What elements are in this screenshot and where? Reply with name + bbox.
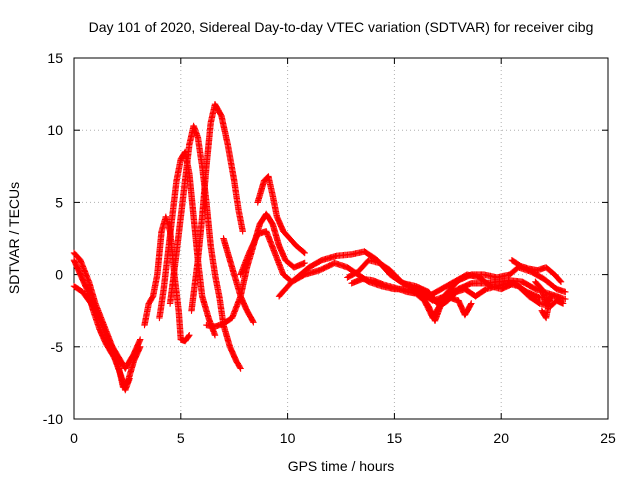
- plot-frame: [73, 57, 609, 420]
- x-tick-label: 5: [177, 430, 185, 446]
- series-markers: [532, 278, 554, 322]
- y-tick-label: 0: [55, 267, 63, 283]
- y-tick-label: -10: [43, 411, 63, 427]
- series-track-m: [344, 257, 569, 307]
- y-tick-label: 5: [55, 194, 63, 210]
- series-markers: [508, 257, 565, 285]
- series-track-q: [532, 278, 554, 322]
- series-track-p: [419, 293, 475, 324]
- series-markers: [70, 283, 144, 372]
- x-tick-label: 10: [280, 430, 296, 446]
- grid: [74, 58, 608, 419]
- x-tick-label: 20: [493, 430, 509, 446]
- y-tick-label: 15: [47, 50, 63, 66]
- series-markers: [419, 293, 475, 324]
- series-track-g: [188, 101, 246, 314]
- series-track-j: [254, 173, 308, 257]
- series-track-c: [70, 283, 144, 372]
- ticks: 0 5 10 15 20 25 -10 -5 0 5 10 15: [43, 50, 616, 446]
- series-markers: [344, 257, 569, 307]
- series-markers: [254, 173, 308, 257]
- chart-title: Day 101 of 2020, Sidereal Day-to-day VTE…: [89, 19, 594, 35]
- data-series: [70, 101, 569, 394]
- x-tick-label: 0: [70, 430, 78, 446]
- y-tick-label: 10: [47, 122, 63, 138]
- y-tick-label: -5: [51, 339, 64, 355]
- x-axis-label: GPS time / hours: [288, 458, 395, 474]
- series-track-o: [508, 257, 565, 285]
- x-tick-label: 15: [387, 430, 403, 446]
- y-axis-label: SDTVAR / TECUs: [6, 182, 22, 294]
- series-markers: [188, 101, 246, 314]
- x-tick-label: 25: [600, 430, 616, 446]
